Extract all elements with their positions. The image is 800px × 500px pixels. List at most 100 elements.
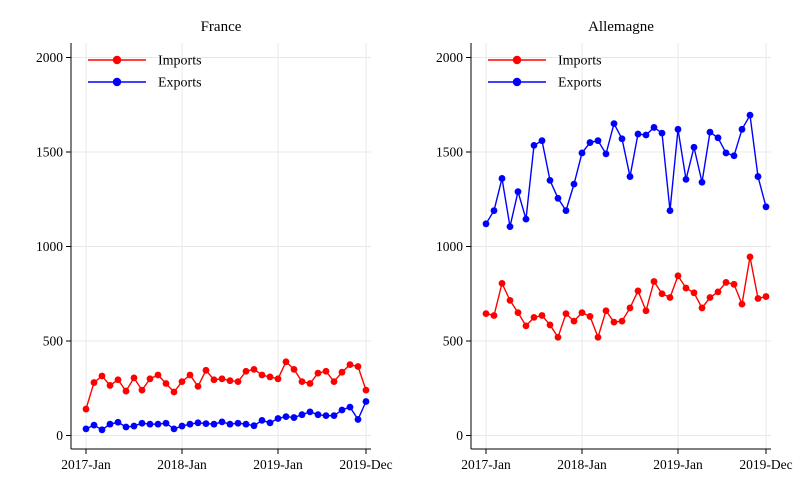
imports-data-point [130, 374, 138, 382]
exports-data-point [170, 425, 178, 433]
imports-data-point [154, 371, 162, 379]
exports-data-point [554, 194, 562, 202]
imports-data-point [546, 321, 554, 329]
exports-data-point [314, 411, 322, 419]
exports-data-point [138, 419, 146, 427]
exports-data-point [242, 420, 250, 428]
exports-data-point [674, 125, 682, 133]
exports-data-point [346, 403, 354, 411]
exports-data-point [514, 188, 522, 196]
exports-data-point [754, 173, 762, 180]
legend-item-imports: Imports [488, 54, 602, 69]
imports-data-point [330, 378, 338, 386]
imports-data-point [146, 375, 154, 383]
exports-data-point [546, 176, 554, 184]
exports-data-point [570, 180, 578, 188]
imports-data-point [722, 279, 730, 286]
exports-data-point [706, 128, 714, 136]
exports-marker-icon [512, 77, 522, 87]
exports-data-point [210, 420, 218, 428]
exports-data-point [538, 137, 546, 145]
imports-data-point [738, 300, 746, 308]
imports-data-point [354, 363, 362, 370]
exports-data-point [690, 143, 698, 151]
imports-data-point [578, 309, 586, 317]
legend-label-exports: Exports [558, 76, 602, 91]
exports-data-point [146, 420, 154, 428]
exports-data-point [610, 120, 618, 128]
x-tick-label: 2018-Jan [157, 457, 207, 472]
exports-data-point [578, 149, 586, 157]
imports-data-point [322, 367, 330, 375]
legend-label-exports: Exports [158, 76, 202, 91]
exports-data-point [498, 175, 506, 182]
exports-data-point [130, 422, 138, 430]
imports-data-point [194, 382, 202, 390]
imports-data-point [690, 289, 698, 297]
exports-data-point [338, 406, 346, 414]
imports-data-point [626, 304, 634, 312]
imports-data-point [498, 279, 506, 287]
imports-data-point [282, 358, 290, 366]
legend-item-exports: Exports [88, 76, 202, 91]
exports-data-point [162, 419, 170, 427]
imports-data-point [82, 405, 90, 413]
imports-data-point [754, 295, 762, 302]
exports-marker-icon [112, 77, 122, 87]
imports-data-point [162, 380, 170, 387]
exports-data-point [594, 137, 602, 145]
exports-data-point [98, 426, 106, 434]
imports-data-point [122, 387, 130, 395]
imports-data-point [730, 280, 738, 288]
x-tick-label: 2019-Jan [253, 457, 303, 472]
imports-data-point [106, 382, 114, 389]
allemagne-legend: Imports Exports [488, 54, 602, 91]
exports-data-point [306, 408, 314, 416]
imports-data-point [298, 378, 306, 386]
imports-data-point [586, 313, 594, 320]
axes: 0 500 1000 1500 2000 2017-Jan 2018-Jan 2019-Jan… [36, 43, 393, 472]
exports-data-point [642, 131, 650, 139]
exports-data-point [602, 150, 610, 158]
allemagne-plot-area: 0 500 1000 1500 2000 2017-Jan 2018-Jan 2019-Jan… [436, 43, 793, 472]
exports-data-point [746, 111, 754, 119]
exports-data-point [258, 416, 266, 424]
imports-data-point [202, 366, 210, 374]
imports-data-point [618, 317, 626, 325]
y-tick-label: 1500 [36, 145, 63, 160]
imports-data-point [250, 365, 258, 373]
series-imports [82, 358, 370, 413]
exports-data-point [290, 414, 298, 421]
imports-data-point [138, 386, 146, 394]
series-exports [482, 111, 770, 231]
exports-data-point [658, 129, 666, 137]
legend-item-imports: Imports [88, 54, 202, 69]
exports-data-point [266, 419, 274, 427]
y-tick-label: 1000 [36, 239, 63, 254]
exports-data-point [666, 207, 674, 214]
imports-data-point [362, 386, 370, 394]
x-tick-label: 2019-Dec [339, 457, 392, 472]
exports-data-point [250, 422, 258, 430]
imports-data-point [562, 310, 570, 317]
series-exports [82, 398, 370, 434]
exports-data-point [218, 418, 226, 426]
exports-data-point [586, 139, 594, 146]
exports-data-point [282, 413, 290, 420]
imports-data-point [210, 376, 218, 384]
exports-data-point [682, 176, 690, 183]
exports-data-point [122, 423, 130, 431]
imports-data-point [522, 322, 530, 330]
imports-data-point [554, 333, 562, 341]
imports-data-point [634, 287, 642, 295]
france-legend: Imports Exports [88, 54, 202, 91]
exports-data-point [298, 411, 306, 419]
x-tick-label: 2017-Jan [61, 457, 111, 472]
exports-data-point [330, 412, 338, 420]
y-tick-label: 2000 [36, 50, 63, 65]
imports-data-point [338, 368, 346, 376]
y-tick-label: 0 [56, 428, 63, 443]
imports-data-point [650, 278, 658, 285]
exports-data-point [194, 419, 202, 427]
legend-item-exports: Exports [488, 76, 602, 91]
